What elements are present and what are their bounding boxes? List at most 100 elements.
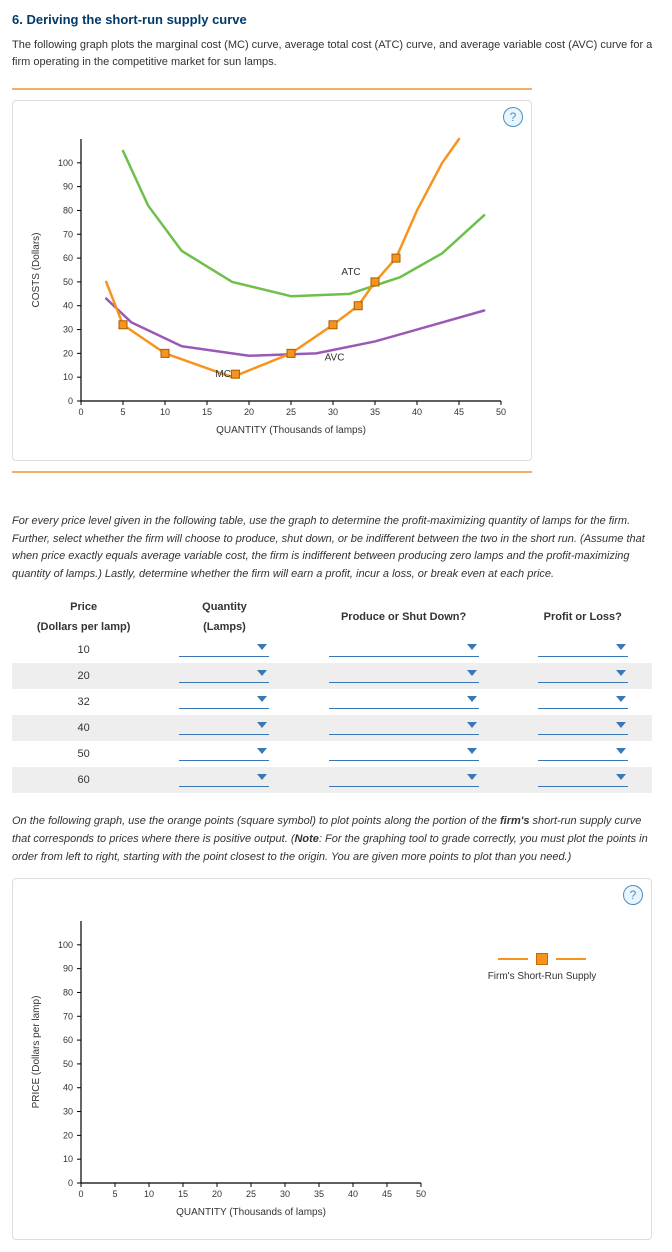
svg-text:60: 60 — [63, 1035, 73, 1045]
svg-text:20: 20 — [63, 348, 73, 358]
table-row: 32 — [12, 689, 652, 715]
svg-text:0: 0 — [78, 407, 83, 417]
chevron-down-icon — [616, 670, 626, 676]
svg-text:10: 10 — [63, 1154, 73, 1164]
svg-text:100: 100 — [58, 940, 73, 950]
chevron-down-icon — [257, 670, 267, 676]
table-row: 60 — [12, 767, 652, 793]
profit-dropdown[interactable] — [538, 770, 628, 787]
svg-text:10: 10 — [63, 372, 73, 382]
quantity-dropdown[interactable] — [179, 770, 269, 787]
divider — [12, 471, 532, 473]
th-price: Price — [12, 597, 155, 617]
svg-text:40: 40 — [412, 407, 422, 417]
produce-dropdown[interactable] — [329, 666, 479, 683]
svg-text:20: 20 — [212, 1189, 222, 1199]
svg-text:35: 35 — [370, 407, 380, 417]
produce-dropdown[interactable] — [329, 640, 479, 657]
svg-text:40: 40 — [63, 1083, 73, 1093]
svg-text:30: 30 — [280, 1189, 290, 1199]
table-row: 10 — [12, 637, 652, 663]
page-title: 6. Deriving the short-run supply curve — [12, 12, 660, 27]
svg-text:5: 5 — [120, 407, 125, 417]
svg-text:20: 20 — [244, 407, 254, 417]
svg-text:40: 40 — [63, 301, 73, 311]
chevron-down-icon — [467, 670, 477, 676]
intro-text: The following graph plots the marginal c… — [12, 37, 660, 70]
svg-text:20: 20 — [63, 1131, 73, 1141]
svg-text:10: 10 — [144, 1189, 154, 1199]
price-table: Price Quantity Produce or Shut Down? Pro… — [12, 597, 652, 793]
svg-text:PRICE (Dollars per lamp): PRICE (Dollars per lamp) — [31, 996, 42, 1109]
price-cell: 32 — [12, 689, 155, 715]
svg-text:50: 50 — [63, 1059, 73, 1069]
svg-text:25: 25 — [286, 407, 296, 417]
supply-curve-chart[interactable]: 0510152025303540455001020304050607080901… — [21, 911, 441, 1231]
svg-text:30: 30 — [63, 1107, 73, 1117]
help-icon[interactable]: ? — [503, 107, 523, 127]
profit-dropdown[interactable] — [538, 640, 628, 657]
price-cell: 10 — [12, 637, 155, 663]
svg-text:QUANTITY (Thousands of lamps): QUANTITY (Thousands of lamps) — [216, 425, 366, 436]
table-row: 40 — [12, 715, 652, 741]
chevron-down-icon — [616, 644, 626, 650]
chevron-down-icon — [616, 696, 626, 702]
square-marker-icon — [536, 953, 548, 965]
produce-dropdown[interactable] — [329, 718, 479, 735]
chevron-down-icon — [257, 722, 267, 728]
profit-dropdown[interactable] — [538, 692, 628, 709]
th-qty: Quantity — [155, 597, 293, 617]
svg-text:QUANTITY (Thousands of lamps): QUANTITY (Thousands of lamps) — [176, 1207, 326, 1218]
svg-text:50: 50 — [496, 407, 506, 417]
chart1-panel: ? 05101520253035404550010203040506070809… — [12, 100, 532, 461]
svg-text:0: 0 — [78, 1189, 83, 1199]
price-cell: 60 — [12, 767, 155, 793]
quantity-dropdown[interactable] — [179, 692, 269, 709]
quantity-dropdown[interactable] — [179, 718, 269, 735]
help-icon[interactable]: ? — [623, 885, 643, 905]
svg-text:25: 25 — [246, 1189, 256, 1199]
legend-line — [556, 958, 586, 960]
table-instructions: For every price level given in the follo… — [12, 513, 660, 583]
chevron-down-icon — [257, 696, 267, 702]
price-cell: 40 — [12, 715, 155, 741]
legend[interactable]: Firm's Short-Run Supply — [441, 911, 643, 1231]
divider — [12, 88, 532, 90]
svg-text:35: 35 — [314, 1189, 324, 1199]
legend-label: Firm's Short-Run Supply — [441, 971, 643, 982]
svg-text:50: 50 — [416, 1189, 426, 1199]
chevron-down-icon — [467, 696, 477, 702]
svg-text:30: 30 — [63, 325, 73, 335]
svg-text:ATC: ATC — [341, 267, 360, 278]
profit-dropdown[interactable] — [538, 718, 628, 735]
th-produce: Produce or Shut Down? — [294, 597, 514, 637]
profit-dropdown[interactable] — [538, 744, 628, 761]
svg-text:40: 40 — [348, 1189, 358, 1199]
profit-dropdown[interactable] — [538, 666, 628, 683]
produce-dropdown[interactable] — [329, 770, 479, 787]
quantity-dropdown[interactable] — [179, 640, 269, 657]
th-profit: Profit or Loss? — [514, 597, 652, 637]
produce-dropdown[interactable] — [329, 692, 479, 709]
chevron-down-icon — [616, 774, 626, 780]
produce-dropdown[interactable] — [329, 744, 479, 761]
th-price-sub: (Dollars per lamp) — [12, 617, 155, 637]
svg-text:0: 0 — [68, 396, 73, 406]
table-row: 20 — [12, 663, 652, 689]
svg-text:0: 0 — [68, 1178, 73, 1188]
svg-text:80: 80 — [63, 988, 73, 998]
svg-text:AVC: AVC — [325, 353, 345, 364]
svg-text:5: 5 — [112, 1189, 117, 1199]
quantity-dropdown[interactable] — [179, 744, 269, 761]
svg-text:30: 30 — [328, 407, 338, 417]
cost-curves-chart[interactable]: 0510152025303540455001020304050607080901… — [21, 129, 521, 449]
chevron-down-icon — [467, 644, 477, 650]
svg-text:100: 100 — [58, 158, 73, 168]
svg-text:70: 70 — [63, 1011, 73, 1021]
svg-text:90: 90 — [63, 182, 73, 192]
bottom-instructions: On the following graph, use the orange p… — [12, 813, 660, 866]
table-row: 50 — [12, 741, 652, 767]
chevron-down-icon — [257, 774, 267, 780]
chevron-down-icon — [257, 644, 267, 650]
quantity-dropdown[interactable] — [179, 666, 269, 683]
